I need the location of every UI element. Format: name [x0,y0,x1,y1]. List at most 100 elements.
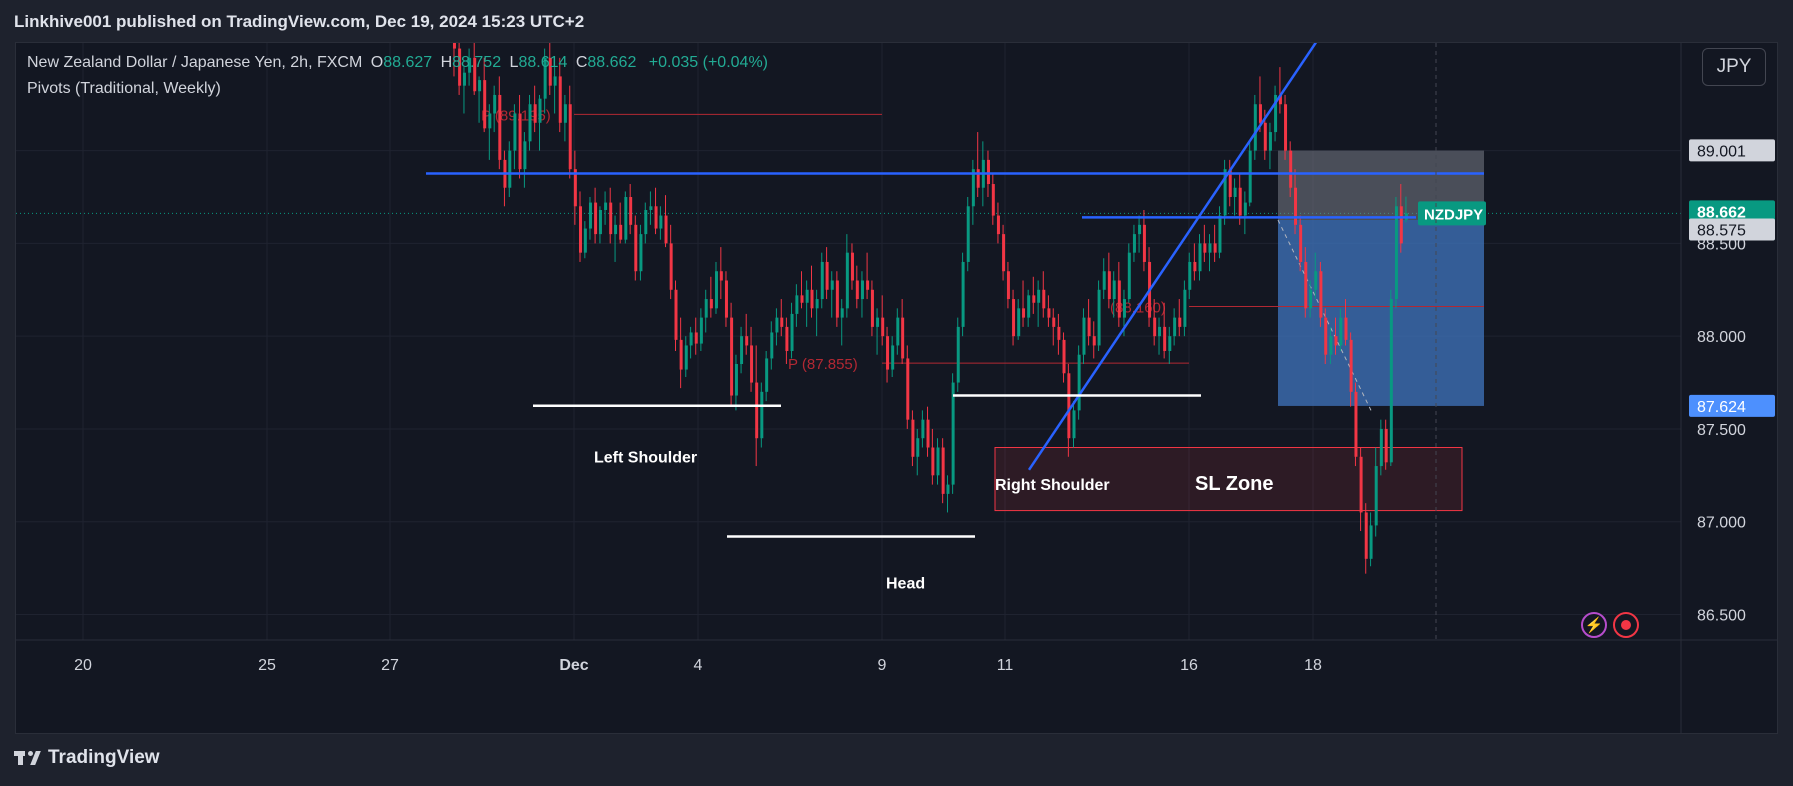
candle [1173,308,1177,346]
candle [654,187,658,235]
candle-body [558,76,562,123]
bolt-icon[interactable]: ⚡ [1581,612,1607,638]
tradingview-logo[interactable]: TradingView [14,747,160,769]
candle-body [1263,122,1267,151]
candle [911,410,915,467]
candle-body [1248,150,1252,203]
candle [694,317,698,355]
candle-body [870,289,874,327]
candle-body [755,382,759,439]
candle [538,94,542,151]
price-badge-label: 88.662 [1697,204,1746,221]
currency-button[interactable]: JPY [1702,48,1766,86]
candle [1349,332,1353,407]
indicator-row[interactable]: Pivots (Traditional, Weekly) [27,80,768,106]
candle [795,284,799,327]
record-icon[interactable] [1613,612,1639,638]
candle-body [1107,271,1111,300]
candle-body [699,317,703,344]
candle [1324,308,1328,364]
candle [1304,247,1308,318]
candle-body [644,209,648,235]
candle [1047,295,1051,327]
candle [513,104,517,170]
price-badge-label: 89.001 [1697,143,1746,160]
candle [1127,243,1131,303]
candle-body [790,313,794,352]
candle-body [1168,336,1172,352]
candle-body [1012,299,1016,337]
candle [634,215,638,281]
chart-frame[interactable]: P (89.195)P (87.855)(88.160)Left Shoulde… [15,42,1778,734]
candle [458,43,462,95]
time-tick-label: 18 [1304,657,1322,674]
trend-line [1027,43,1318,471]
candle-body [830,280,834,290]
candle-body [1228,169,1232,198]
candle [1112,271,1116,318]
candle-body [1364,512,1368,559]
candle-body [1127,252,1131,300]
candle [1097,280,1101,352]
candle [573,150,577,225]
candle-body [855,280,859,300]
candle [976,132,980,198]
candle [1389,289,1393,467]
candle [724,271,728,327]
candle [664,195,668,248]
candle [639,224,643,281]
candle-body [1349,339,1353,392]
price-chart[interactable]: P (89.195)P (87.855)(88.160)Left Shoulde… [16,43,1777,733]
candle [488,104,492,160]
candle [840,299,844,346]
candle [543,48,547,114]
candle-body [1278,94,1282,105]
candle-body [1384,428,1388,463]
candle-body [568,104,572,170]
candle-body [936,447,940,476]
candle [866,252,870,300]
indicator-name[interactable]: Pivots (Traditional, Weekly) [27,80,221,97]
candle-body [1188,261,1192,290]
time-tick-label: 25 [258,657,276,674]
candle [1158,317,1162,355]
grid-lines [16,43,1681,640]
candle-body [956,326,960,383]
candle [714,261,718,314]
candle [1319,261,1323,327]
candle-body [624,197,628,240]
candle-body [604,202,608,210]
low-label: L [509,54,519,71]
candle-body [1142,224,1146,262]
candle-body [498,94,502,160]
candle-body [951,382,955,485]
candle-body [1122,299,1126,318]
candle-body [1138,224,1142,235]
candle [659,206,663,240]
candle-body [1289,150,1293,188]
candle-body [1062,339,1066,374]
candle-body [1173,317,1177,337]
candle-body [926,419,930,448]
candle [1027,289,1031,327]
candle-body [1218,215,1222,253]
candle-body [1258,104,1262,123]
candle-body [1339,317,1343,346]
tradingview-logo-icon [14,749,42,767]
candle-body [649,206,653,210]
candle [674,280,678,352]
candle [891,336,895,377]
top-bar: Linkhive001 published on TradingView.com… [0,0,1793,42]
candle-body [921,419,925,439]
candle-body [1284,104,1288,151]
candle [931,428,935,485]
candle-body [1102,271,1106,290]
candle-body [780,317,784,327]
candle-body [543,57,547,99]
candle-body [785,326,789,352]
candle-body [493,94,497,114]
candle [1384,419,1388,470]
candle-body [594,202,598,235]
candle-body [1389,299,1393,463]
candle-body [906,358,910,420]
